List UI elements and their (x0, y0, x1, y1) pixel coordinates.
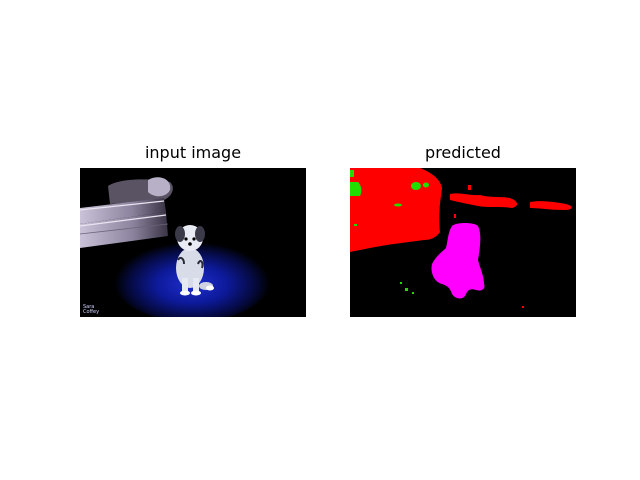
watermark-line-2: Coffey (83, 309, 100, 315)
segment-green-speck-4 (412, 292, 414, 294)
segment-magenta-dog (431, 223, 485, 299)
segment-red-sofa (350, 168, 442, 252)
input-image: Sara Coffey (80, 168, 306, 317)
input-photo-drawing (80, 168, 306, 317)
segment-green-blob-small (423, 182, 429, 188)
sofa-cushions (80, 177, 173, 248)
segment-green-top (350, 170, 354, 177)
watermark-line-1: Sara (83, 304, 95, 310)
segment-green-speck-3 (405, 288, 408, 291)
segment-red-strip-end (530, 201, 572, 210)
segment-green-left (350, 182, 362, 196)
predicted-segmentation (350, 168, 576, 317)
segment-green-dash (394, 203, 402, 207)
input-image-title: input image (144, 143, 242, 162)
segment-red-strip (450, 193, 518, 208)
segment-green-speck-1 (354, 224, 357, 226)
segment-red-speck (522, 306, 524, 308)
segment-green-blob (411, 182, 421, 190)
photo-watermark: Sara Coffey (83, 305, 99, 315)
segment-red-dot (468, 185, 471, 190)
predicted-title: predicted (425, 143, 501, 162)
dog (175, 225, 214, 296)
segmentation-mask (350, 168, 576, 317)
segment-red-dot-small (454, 214, 456, 218)
segment-green-speck-2 (400, 282, 402, 284)
